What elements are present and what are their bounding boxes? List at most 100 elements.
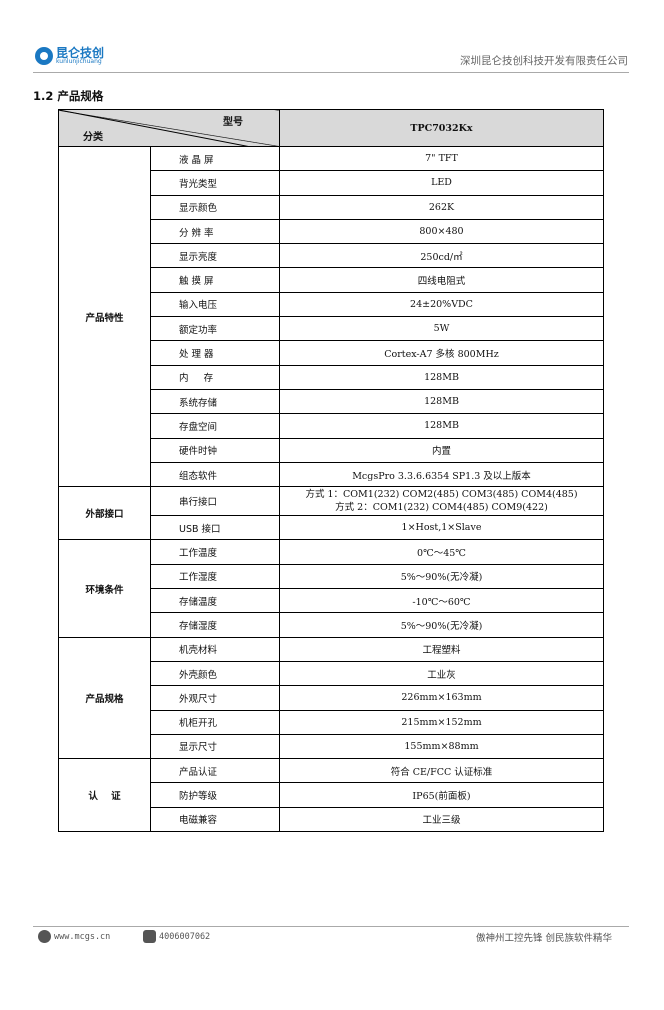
logo-text-en: kunlunjichuang xyxy=(56,58,102,65)
table-row: USB 接口 1×Host,1×Slave xyxy=(59,515,604,541)
spec-label: 液 晶 屏 xyxy=(150,145,280,172)
spec-value: 工程塑料 xyxy=(279,636,604,662)
spec-label: 硬件时钟 xyxy=(150,437,280,463)
spec-value: 5%～90%(无冷凝) xyxy=(279,563,604,590)
header-diagonal-cell: 型号 分类 xyxy=(58,109,280,147)
spec-label: 系统存储 xyxy=(150,388,280,415)
spec-value: 7" TFT xyxy=(279,145,604,172)
spec-value: 128MB xyxy=(279,388,604,415)
table-row: 存盘空间 128MB xyxy=(59,413,604,439)
table-header-row: 型号 分类 TPC7032Kx xyxy=(58,109,604,147)
spec-label: 处 理 器 xyxy=(150,340,280,366)
table-row: 硬件时钟 内置 xyxy=(59,437,604,463)
table-row: 外部接口 串行接口 方式 1：COM1(232) COM2(485) COM3(48… xyxy=(58,486,604,541)
spec-table: 型号 分类 TPC7032Kx 产品特性液 晶 屏 7" TFT 背光类型 LED 显示… xyxy=(58,109,604,833)
spec-label: 显示亮度 xyxy=(150,243,280,269)
spec-label: 工作湿度 xyxy=(150,563,280,590)
diagonal-line xyxy=(59,110,251,147)
table-row: 环境条件 工作温度 0℃～45℃ xyxy=(58,539,604,638)
spec-label: 串行接口 xyxy=(150,486,280,517)
spec-value: 5%～90%(无冷凝) xyxy=(279,612,604,638)
spec-value-line: 方式 2：COM1(232) COM4(485) COM9(422) xyxy=(335,502,548,514)
spec-label: 机柜开孔 xyxy=(150,709,280,735)
table-row: 分 辨 率 800×480 xyxy=(59,218,604,245)
spec-value: 方式 1：COM1(232) COM2(485) COM3(485) COM4(… xyxy=(279,486,604,517)
table-row: 产品规格 机壳材料 工程塑料 xyxy=(58,636,604,760)
footer-phone: 4006007062 xyxy=(143,930,210,943)
table-row: 认 证产品认证 符合 CE/FCC 认证标准 xyxy=(58,758,604,833)
table-row: 组态软件 McgsPro 3.3.6.6354 SP1.3 及以上版本 xyxy=(59,461,604,488)
spec-value: 128MB xyxy=(279,364,604,390)
spec-value: 262K xyxy=(279,194,604,220)
spec-label: 工作温度 xyxy=(150,539,280,565)
spec-label: 外观尺寸 xyxy=(150,685,280,711)
company-logo: 昆仑技创 kunlunjichuang xyxy=(35,47,104,65)
category-cell: 认 证 xyxy=(58,758,151,833)
spec-value: 5W xyxy=(279,316,604,342)
footer-website: www.mcgs.cn xyxy=(38,930,110,943)
spec-label: 输入电压 xyxy=(150,291,280,318)
spec-label: 外壳颜色 xyxy=(150,660,280,687)
spec-label: 内 存 xyxy=(150,364,280,390)
header-divider xyxy=(33,72,629,73)
website-text: www.mcgs.cn xyxy=(54,931,111,942)
table-row: 存储湿度 5%～90%(无冷凝) xyxy=(59,612,604,638)
spec-value: 226mm×163mm xyxy=(279,685,604,711)
spec-value: IP65(前面板) xyxy=(279,782,604,808)
table-row: 系统存储 128MB xyxy=(59,388,604,415)
spec-value: 128MB xyxy=(279,413,604,439)
spec-value: 0℃～45℃ xyxy=(279,539,604,565)
spec-label: 存储温度 xyxy=(150,588,280,614)
spec-label: 存盘空间 xyxy=(150,413,280,439)
category-cell: 产品规格 xyxy=(58,636,151,760)
spec-label: USB 接口 xyxy=(150,515,280,541)
spec-value: 工业三级 xyxy=(279,806,604,833)
model-name: TPC7032Kx xyxy=(279,109,604,147)
spec-value: 800×480 xyxy=(279,218,604,245)
header-model-label: 型号 xyxy=(223,117,243,128)
table-row: 显示亮度 250cd/㎡ xyxy=(59,243,604,269)
telephone-icon xyxy=(143,930,156,943)
spec-value: 四线电阻式 xyxy=(279,267,604,293)
company-name: 深圳昆仑技创科技开发有限责任公司 xyxy=(460,55,628,67)
spec-value-line: 方式 1：COM1(232) COM2(485) COM3(485) COM4(… xyxy=(305,489,578,501)
spec-label: 电磁兼容 xyxy=(150,806,280,833)
table-row: 产品特性液 晶 屏 7" TFT xyxy=(58,145,604,488)
spec-value: 工业灰 xyxy=(279,660,604,687)
table-row: 额定功率 5W xyxy=(59,316,604,342)
spec-value: -10℃～60℃ xyxy=(279,588,604,614)
table-row: 背光类型 LED xyxy=(59,170,604,196)
table-row: 电磁兼容 工业三级 xyxy=(59,806,604,833)
spec-label: 存储湿度 xyxy=(150,612,280,638)
ie-globe-icon xyxy=(38,930,51,943)
footer-divider xyxy=(33,926,629,927)
spec-value: 1×Host,1×Slave xyxy=(279,515,604,541)
logo-icon xyxy=(35,47,53,65)
category-cell: 产品特性 xyxy=(58,145,151,488)
section-title: 1.2 产品规格 xyxy=(33,89,104,103)
spec-label: 防护等级 xyxy=(150,782,280,808)
spec-label: 显示尺寸 xyxy=(150,733,280,760)
spec-value: LED xyxy=(279,170,604,196)
table-row: 处 理 器 Cortex-A7 多核 800MHz xyxy=(59,340,604,366)
table-row: 输入电压 24±20%VDC xyxy=(59,291,604,318)
spec-label: 触 摸 屏 xyxy=(150,267,280,293)
spec-label: 产品认证 xyxy=(150,758,280,784)
table-row: 机柜开孔 215mm×152mm xyxy=(59,709,604,735)
table-row: 存储温度 -10℃～60℃ xyxy=(59,588,604,614)
spec-value: 内置 xyxy=(279,437,604,463)
spec-label: 额定功率 xyxy=(150,316,280,342)
table-row: 工作湿度 5%～90%(无冷凝) xyxy=(59,563,604,590)
category-cell: 外部接口 xyxy=(58,486,151,541)
category-cell: 环境条件 xyxy=(58,539,151,638)
spec-value: 155mm×88mm xyxy=(279,733,604,760)
table-row: 外壳颜色 工业灰 xyxy=(59,660,604,687)
header-category-label: 分类 xyxy=(83,132,103,143)
footer-slogan: 傲神州工控先锋 创民族软件精华 xyxy=(475,933,612,944)
spec-value: 250cd/㎡ xyxy=(279,243,604,269)
spec-label: 分 辨 率 xyxy=(150,218,280,245)
table-row: 防护等级 IP65(前面板) xyxy=(59,782,604,808)
spec-value: McgsPro 3.3.6.6354 SP1.3 及以上版本 xyxy=(279,461,604,488)
phone-text: 4006007062 xyxy=(159,931,211,942)
